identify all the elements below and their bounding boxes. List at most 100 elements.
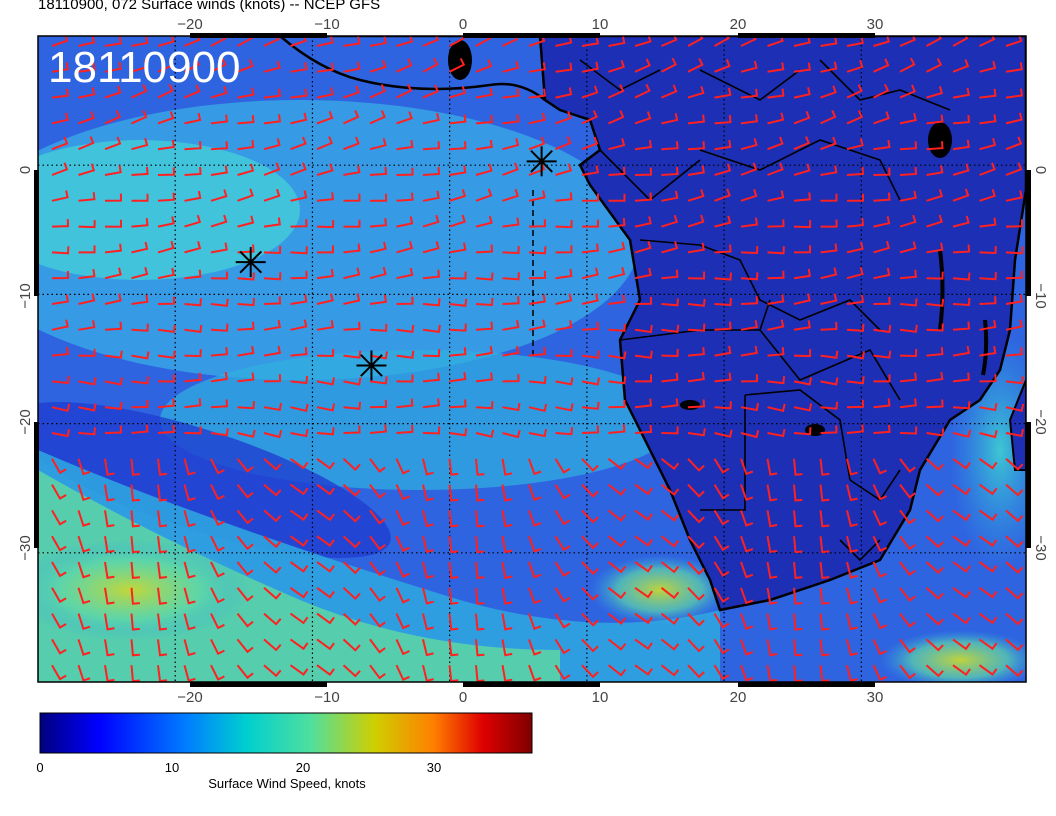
wind-barb [236, 587, 254, 602]
wind-barb [449, 214, 466, 228]
wind-barb [713, 587, 730, 603]
wind-barb [237, 272, 255, 281]
wind-barb [316, 535, 335, 547]
wind-barb [926, 114, 944, 125]
wind-barb [210, 638, 225, 656]
wind-barb [926, 428, 945, 437]
wind-barb [158, 691, 167, 707]
wind-barb [846, 613, 858, 631]
wind-barb [395, 613, 410, 630]
bottom-tick-label: −20 [177, 689, 202, 706]
wind-barb [237, 345, 255, 357]
wind-barb [422, 269, 440, 280]
wind-barb [449, 242, 467, 254]
wind-barb [581, 377, 600, 386]
wind-barb [581, 293, 599, 305]
wind-barb [820, 293, 838, 305]
wind-barb [714, 115, 732, 125]
wind-barb [290, 219, 308, 228]
wind-barb [1033, 245, 1049, 252]
wind-barb [104, 613, 115, 631]
wind-barb [51, 429, 70, 438]
wind-barb [369, 376, 388, 385]
bottom-axis-bar-2 [463, 682, 600, 687]
wind-barb [78, 268, 96, 280]
right-axis-bar-1 [1026, 170, 1031, 296]
colorbar-tick-label: 30 [427, 760, 441, 775]
wind-barb [607, 561, 627, 574]
wind-barb [688, 691, 704, 703]
wind-barb [793, 377, 812, 386]
colorbar-tick-label: 20 [296, 760, 310, 775]
wind-barb [157, 139, 175, 151]
wind-barb [687, 323, 706, 332]
wind-barb [1005, 587, 1024, 600]
wind-barb [740, 613, 754, 630]
wind-barb [1005, 458, 1024, 471]
left-tick-label: 0 [17, 166, 34, 174]
wind-barb [793, 510, 803, 528]
wind-barb [448, 561, 459, 580]
wind-barb [846, 241, 864, 254]
wind-barb [713, 613, 730, 629]
wind-barb [290, 162, 307, 176]
wind-barb [343, 377, 362, 386]
marker-star-1 [235, 247, 266, 278]
wind-barb [77, 587, 91, 605]
wind-barb [343, 401, 362, 410]
wind-barb [899, 324, 918, 333]
wind-barb [1005, 112, 1023, 125]
wind-barb [448, 613, 459, 631]
wind-barb [660, 535, 680, 548]
wind-barb [157, 561, 168, 580]
wind-barb [634, 296, 653, 305]
wind-barb [263, 217, 281, 228]
wind-barb [661, 372, 679, 383]
wind-barb [104, 243, 123, 254]
wind-barb [846, 59, 864, 73]
wind-barb [502, 402, 521, 412]
wind-barb [555, 110, 572, 125]
right-tick-label: −20 [1032, 409, 1049, 434]
wind-barb [820, 109, 837, 125]
wind-barb [555, 220, 573, 229]
wind-barb [157, 296, 176, 305]
wind-barb [581, 458, 599, 472]
wind-barb [1033, 562, 1048, 575]
wind-barb [237, 59, 254, 73]
wind-barb [448, 665, 459, 682]
wind-barb [846, 639, 858, 657]
jet-max-cape [590, 555, 730, 625]
wind-barb [634, 267, 652, 280]
wind-barb [422, 324, 441, 334]
wind-barb [608, 267, 626, 280]
wind-barb [316, 561, 335, 573]
wind-barb [634, 240, 652, 254]
wind-barb [237, 163, 255, 176]
wind-barb [263, 138, 281, 151]
wind-barb [661, 166, 679, 176]
wind-barb [713, 535, 730, 552]
wind-barb [873, 216, 891, 228]
wind-barb [502, 88, 520, 99]
wind-barb [210, 114, 229, 125]
wind-barb [449, 271, 467, 280]
wind-barb [1006, 691, 1023, 702]
wind-barb [528, 112, 546, 125]
wind-barb [502, 429, 521, 439]
wind-barb [396, 216, 414, 228]
wind-barb [634, 167, 653, 176]
wind-barb [952, 163, 970, 176]
wind-barb [740, 429, 760, 439]
wind-barb [290, 136, 307, 151]
wind-barb [131, 166, 149, 176]
wind-barb [157, 484, 168, 502]
wind-barb [157, 374, 176, 383]
wind-barb [237, 36, 253, 47]
marker-stroke [530, 150, 553, 173]
wind-barb [77, 458, 91, 476]
wind-barb [687, 141, 706, 151]
wind-barb [157, 58, 174, 73]
wind-barb [51, 664, 67, 681]
wind-barb [290, 429, 309, 438]
